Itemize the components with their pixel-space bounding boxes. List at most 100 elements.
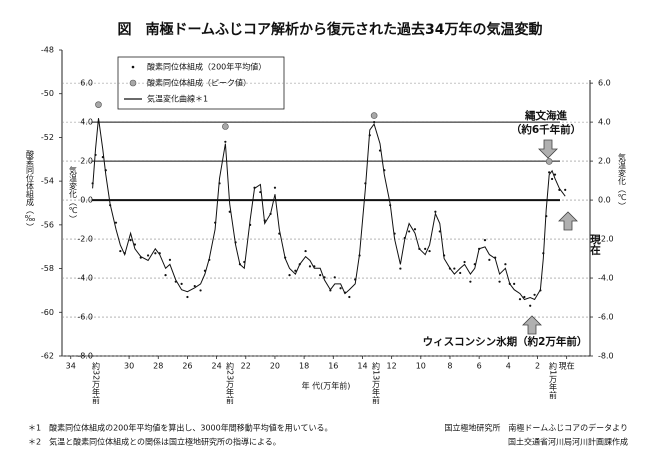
legend-label: 気温変化曲線＊1 xyxy=(147,94,208,104)
legend-box xyxy=(117,56,285,110)
data-point xyxy=(323,276,326,279)
y2-tick-label-right: -2.0 xyxy=(598,235,614,244)
peak-point xyxy=(370,112,378,119)
data-point xyxy=(234,241,237,244)
data-point xyxy=(478,247,481,250)
y-tick-label: -52 xyxy=(41,133,54,142)
legend-swatch xyxy=(129,79,137,87)
data-point xyxy=(354,278,357,281)
data-point xyxy=(443,254,446,257)
x-tick-label: 28 xyxy=(153,362,163,371)
y2-tick-label: -8.0 xyxy=(77,352,93,361)
data-point xyxy=(298,263,301,266)
data-point xyxy=(109,204,112,207)
data-point xyxy=(542,252,545,255)
legend-label: 酸素同位体組成（200年平均値） xyxy=(147,62,266,72)
x-tick-label: 10 xyxy=(416,362,426,371)
data-point xyxy=(488,258,491,261)
x-tick-label: 8 xyxy=(447,362,452,371)
x-tick-label: 12 xyxy=(387,362,397,371)
data-point xyxy=(154,252,157,255)
x-tick-label: 24 xyxy=(212,362,222,371)
y2-tick-label: 2.0 xyxy=(80,157,93,166)
data-point xyxy=(358,254,361,257)
data-point xyxy=(158,252,161,255)
data-point xyxy=(494,256,497,259)
y-tick-label: -50 xyxy=(41,89,54,98)
data-point xyxy=(418,247,421,250)
footnote: ＊2 気温と酸素同位体組成との関係は国立極地研究所の指導による。 xyxy=(28,437,281,447)
data-point xyxy=(558,188,561,191)
y2-axis-title-right: 気温変化（℃） xyxy=(617,152,627,210)
annotation: （約6千年前） xyxy=(511,123,581,136)
arrow xyxy=(522,315,542,335)
data-point xyxy=(174,280,177,283)
data-point xyxy=(483,239,487,242)
data-point xyxy=(199,289,202,292)
data-point xyxy=(545,215,548,218)
y2-tick-label: -2.0 xyxy=(77,235,93,244)
data-point xyxy=(448,267,452,270)
data-point xyxy=(97,121,100,124)
y2-tick-label: -4.0 xyxy=(77,274,93,283)
data-point xyxy=(348,295,351,299)
data-point xyxy=(164,274,167,277)
annotation: ウィスコンシン氷期（約2万年前） xyxy=(423,335,588,348)
x-tick-label: 18 xyxy=(299,362,309,371)
peak-point xyxy=(95,101,102,108)
legend-label: 酸素同位体組成（ピーク値） xyxy=(147,78,251,88)
data-point xyxy=(339,287,342,290)
annotation: 約13万年前 xyxy=(372,361,381,405)
data-point xyxy=(123,252,126,255)
annotation: 約32万年前 xyxy=(92,361,101,405)
annotation: 約23万年前 xyxy=(226,361,235,405)
data-point xyxy=(146,254,150,257)
data-point xyxy=(424,247,427,250)
data-point xyxy=(284,256,287,259)
data-point xyxy=(114,221,118,224)
y-tick-label: -54 xyxy=(41,177,54,186)
data-point xyxy=(119,249,122,253)
data-point xyxy=(94,153,97,157)
data-point xyxy=(459,271,462,275)
data-point xyxy=(238,263,242,266)
data-point xyxy=(269,212,272,216)
data-point xyxy=(218,182,221,185)
peak-point xyxy=(222,123,229,130)
data-point xyxy=(428,249,431,253)
x-tick-label: 26 xyxy=(182,362,192,371)
data-point xyxy=(553,173,557,176)
data-point xyxy=(463,260,466,264)
data-point xyxy=(564,188,567,191)
data-point xyxy=(214,221,217,224)
data-point xyxy=(203,269,207,272)
y2-tick-label-right: -6.0 xyxy=(598,313,614,322)
data-point xyxy=(91,182,94,185)
data-point xyxy=(453,267,456,270)
data-point xyxy=(263,219,266,222)
data-point xyxy=(180,282,183,285)
data-point xyxy=(193,284,196,288)
data-point xyxy=(529,304,532,307)
y-tick-label: -58 xyxy=(41,264,54,273)
data-point xyxy=(508,282,511,285)
data-point xyxy=(104,169,107,172)
data-point xyxy=(539,289,542,292)
x-tick-label: 6 xyxy=(477,362,482,371)
y2-tick-label-right: -4.0 xyxy=(598,274,614,283)
data-point xyxy=(249,223,252,226)
data-point xyxy=(413,228,417,231)
data-point xyxy=(133,243,137,246)
y2-tick-label: -6.0 xyxy=(77,313,93,322)
annotation: 約1万年前 xyxy=(549,361,558,400)
annotation: 縄文海進 xyxy=(524,109,567,122)
data-point xyxy=(294,269,297,272)
data-point xyxy=(304,249,307,253)
data-point xyxy=(224,140,227,143)
data-point xyxy=(273,186,277,189)
data-point xyxy=(243,260,246,264)
data-point xyxy=(473,263,476,266)
